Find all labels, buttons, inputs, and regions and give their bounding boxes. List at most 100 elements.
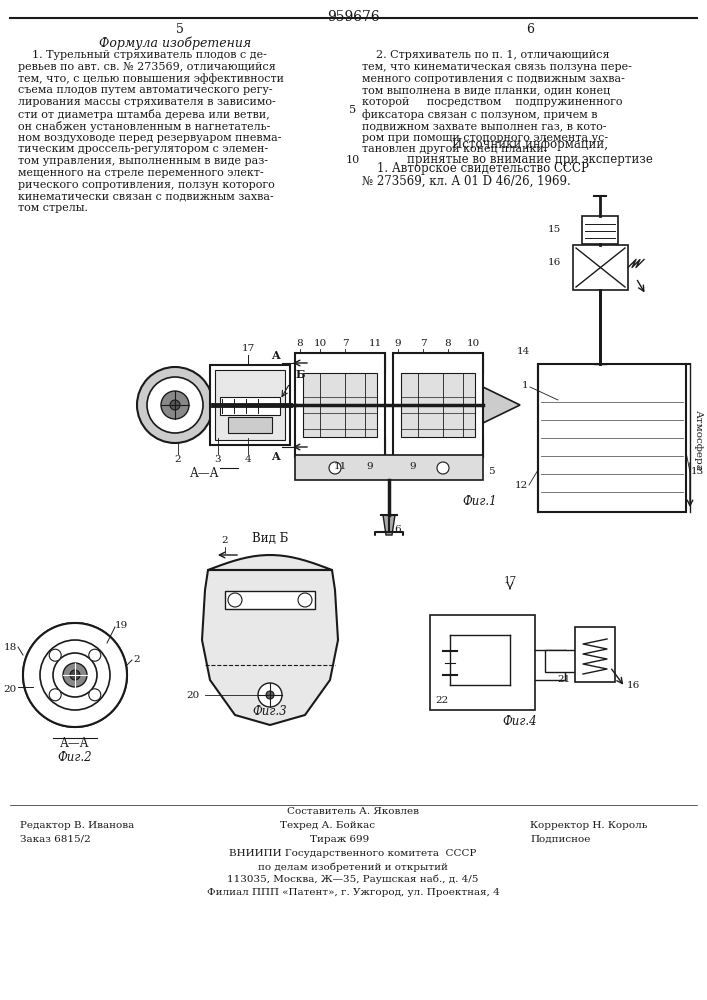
Text: тическим дроссель-регулятором с элемен-: тическим дроссель-регулятором с элемен- (18, 144, 268, 154)
Text: 17: 17 (503, 576, 517, 585)
Bar (303, 373, 377, 437)
Text: 10: 10 (346, 155, 360, 165)
Text: 22: 22 (435, 696, 448, 705)
Text: Фиг.1: Фиг.1 (462, 495, 497, 508)
Text: А—А: А—А (190, 467, 220, 480)
Bar (295, 353, 385, 373)
Text: по делам изобретений и открытий: по делам изобретений и открытий (258, 862, 448, 871)
Text: Подписное: Подписное (530, 835, 590, 844)
Circle shape (23, 623, 127, 727)
Bar (295, 455, 483, 480)
Text: менного сопротивления с подвижным захва-: менного сопротивления с подвижным захва- (362, 74, 625, 84)
Text: 19: 19 (115, 620, 128, 630)
Text: Филиал ППП «Патент», г. Ужгород, ул. Проектная, 4: Филиал ППП «Патент», г. Ужгород, ул. Про… (206, 888, 499, 897)
Text: Тираж 699: Тираж 699 (310, 835, 369, 844)
Text: 7: 7 (420, 339, 426, 348)
Text: ревьев по авт. св. № 273569, отличающийся: ревьев по авт. св. № 273569, отличающийс… (18, 62, 276, 72)
Bar (582, 216, 618, 244)
Bar (295, 353, 385, 457)
Text: Составитель А. Яковлев: Составитель А. Яковлев (287, 807, 419, 816)
Bar (295, 437, 385, 457)
Text: 20: 20 (4, 686, 17, 694)
Text: 6: 6 (526, 23, 534, 36)
Polygon shape (202, 555, 338, 725)
Text: съема плодов путем автоматического регу-: съема плодов путем автоматического регу- (18, 85, 273, 95)
Text: 12: 12 (515, 481, 528, 489)
Text: кинематически связан с подвижным захва-: кинематически связан с подвижным захва- (18, 192, 274, 202)
Text: 7: 7 (341, 339, 349, 348)
Text: 1: 1 (521, 380, 528, 389)
Bar (430, 615, 535, 710)
Bar (215, 370, 285, 440)
Text: № 273569, кл. А 01 D 46/26, 1969.: № 273569, кл. А 01 D 46/26, 1969. (362, 175, 571, 188)
Text: 14: 14 (517, 348, 530, 357)
Bar (538, 364, 686, 512)
Circle shape (266, 691, 274, 699)
Circle shape (53, 653, 97, 697)
Text: Корректор Н. Король: Корректор Н. Король (530, 821, 648, 830)
Text: Фиг.3: Фиг.3 (252, 705, 287, 718)
Text: 16: 16 (548, 258, 561, 267)
Text: 13: 13 (691, 468, 704, 477)
Circle shape (437, 462, 449, 474)
Bar (393, 353, 483, 373)
Text: А—А: А—А (60, 737, 90, 750)
Circle shape (228, 593, 242, 607)
Text: том управления, выполненным в виде раз-: том управления, выполненным в виде раз- (18, 156, 268, 166)
Text: Техред А. Бойкас: Техред А. Бойкас (280, 821, 375, 830)
Text: ном воздуховоде перед резервуаром пневма-: ном воздуховоде перед резервуаром пневма… (18, 133, 281, 143)
Text: 16: 16 (627, 680, 641, 690)
Bar (575, 627, 615, 682)
Circle shape (89, 689, 101, 701)
Text: Фиг.2: Фиг.2 (58, 751, 93, 764)
Text: A: A (271, 451, 280, 462)
Bar (393, 437, 483, 457)
Text: Редактор В. Иванова: Редактор В. Иванова (20, 821, 134, 830)
Text: сти от диаметра штамба дерева или ветви,: сти от диаметра штамба дерева или ветви, (18, 109, 270, 120)
Text: 17: 17 (241, 344, 255, 353)
Text: A: A (271, 350, 280, 361)
Circle shape (298, 593, 312, 607)
Polygon shape (250, 592, 290, 608)
Text: 5: 5 (488, 468, 495, 477)
Text: Вид Б: Вид Б (252, 532, 288, 545)
Bar (225, 591, 315, 609)
Text: 8: 8 (297, 339, 303, 348)
Bar (401, 373, 475, 437)
Text: Формула изобретения: Формула изобретения (99, 36, 251, 49)
Text: 9: 9 (395, 339, 402, 348)
Text: 2: 2 (133, 656, 139, 664)
Text: Б: Б (296, 369, 305, 380)
Circle shape (258, 683, 282, 707)
Text: тем, что кинематическая связь ползуна пере-: тем, что кинематическая связь ползуна пе… (362, 62, 632, 72)
Text: Атмосфера: Атмосфера (694, 410, 703, 470)
Circle shape (70, 670, 80, 680)
Text: 21: 21 (557, 675, 571, 684)
Text: 5: 5 (176, 23, 184, 36)
Text: 20: 20 (187, 690, 200, 700)
Text: 2: 2 (222, 536, 228, 545)
Text: Фиг.4: Фиг.4 (503, 715, 537, 728)
Circle shape (329, 462, 341, 474)
Circle shape (40, 640, 110, 710)
Text: тановлен другой конец планки.: тановлен другой конец планки. (362, 144, 547, 154)
Text: 1. Авторское свидетельство СССР: 1. Авторское свидетельство СССР (362, 162, 589, 175)
Text: ВНИИПИ Государственного комитета  СССР: ВНИИПИ Государственного комитета СССР (229, 849, 477, 858)
Text: 10: 10 (313, 339, 327, 348)
Text: 6: 6 (394, 526, 401, 534)
Circle shape (49, 689, 62, 701)
Text: 9: 9 (367, 462, 373, 471)
Text: Источники информации,
принятые во внимание при экспертизе: Источники информации, принятые во вниман… (407, 138, 653, 166)
Text: 2. Стряхиватель по п. 1, отличающийся: 2. Стряхиватель по п. 1, отличающийся (362, 50, 609, 60)
Circle shape (147, 377, 203, 433)
Text: он снабжен установленным в нагнетатель-: он снабжен установленным в нагнетатель- (18, 121, 270, 132)
Bar (573, 245, 628, 290)
Text: Заказ 6815/2: Заказ 6815/2 (20, 835, 90, 844)
Circle shape (161, 391, 189, 419)
Text: том выполнена в виде планки, один конец: том выполнена в виде планки, один конец (362, 85, 610, 95)
Circle shape (63, 663, 87, 687)
Text: 11: 11 (368, 339, 382, 348)
Text: которой     посредством    подпружиненного: которой посредством подпружиненного (362, 97, 622, 107)
Text: 4: 4 (245, 455, 251, 464)
Circle shape (89, 649, 101, 661)
